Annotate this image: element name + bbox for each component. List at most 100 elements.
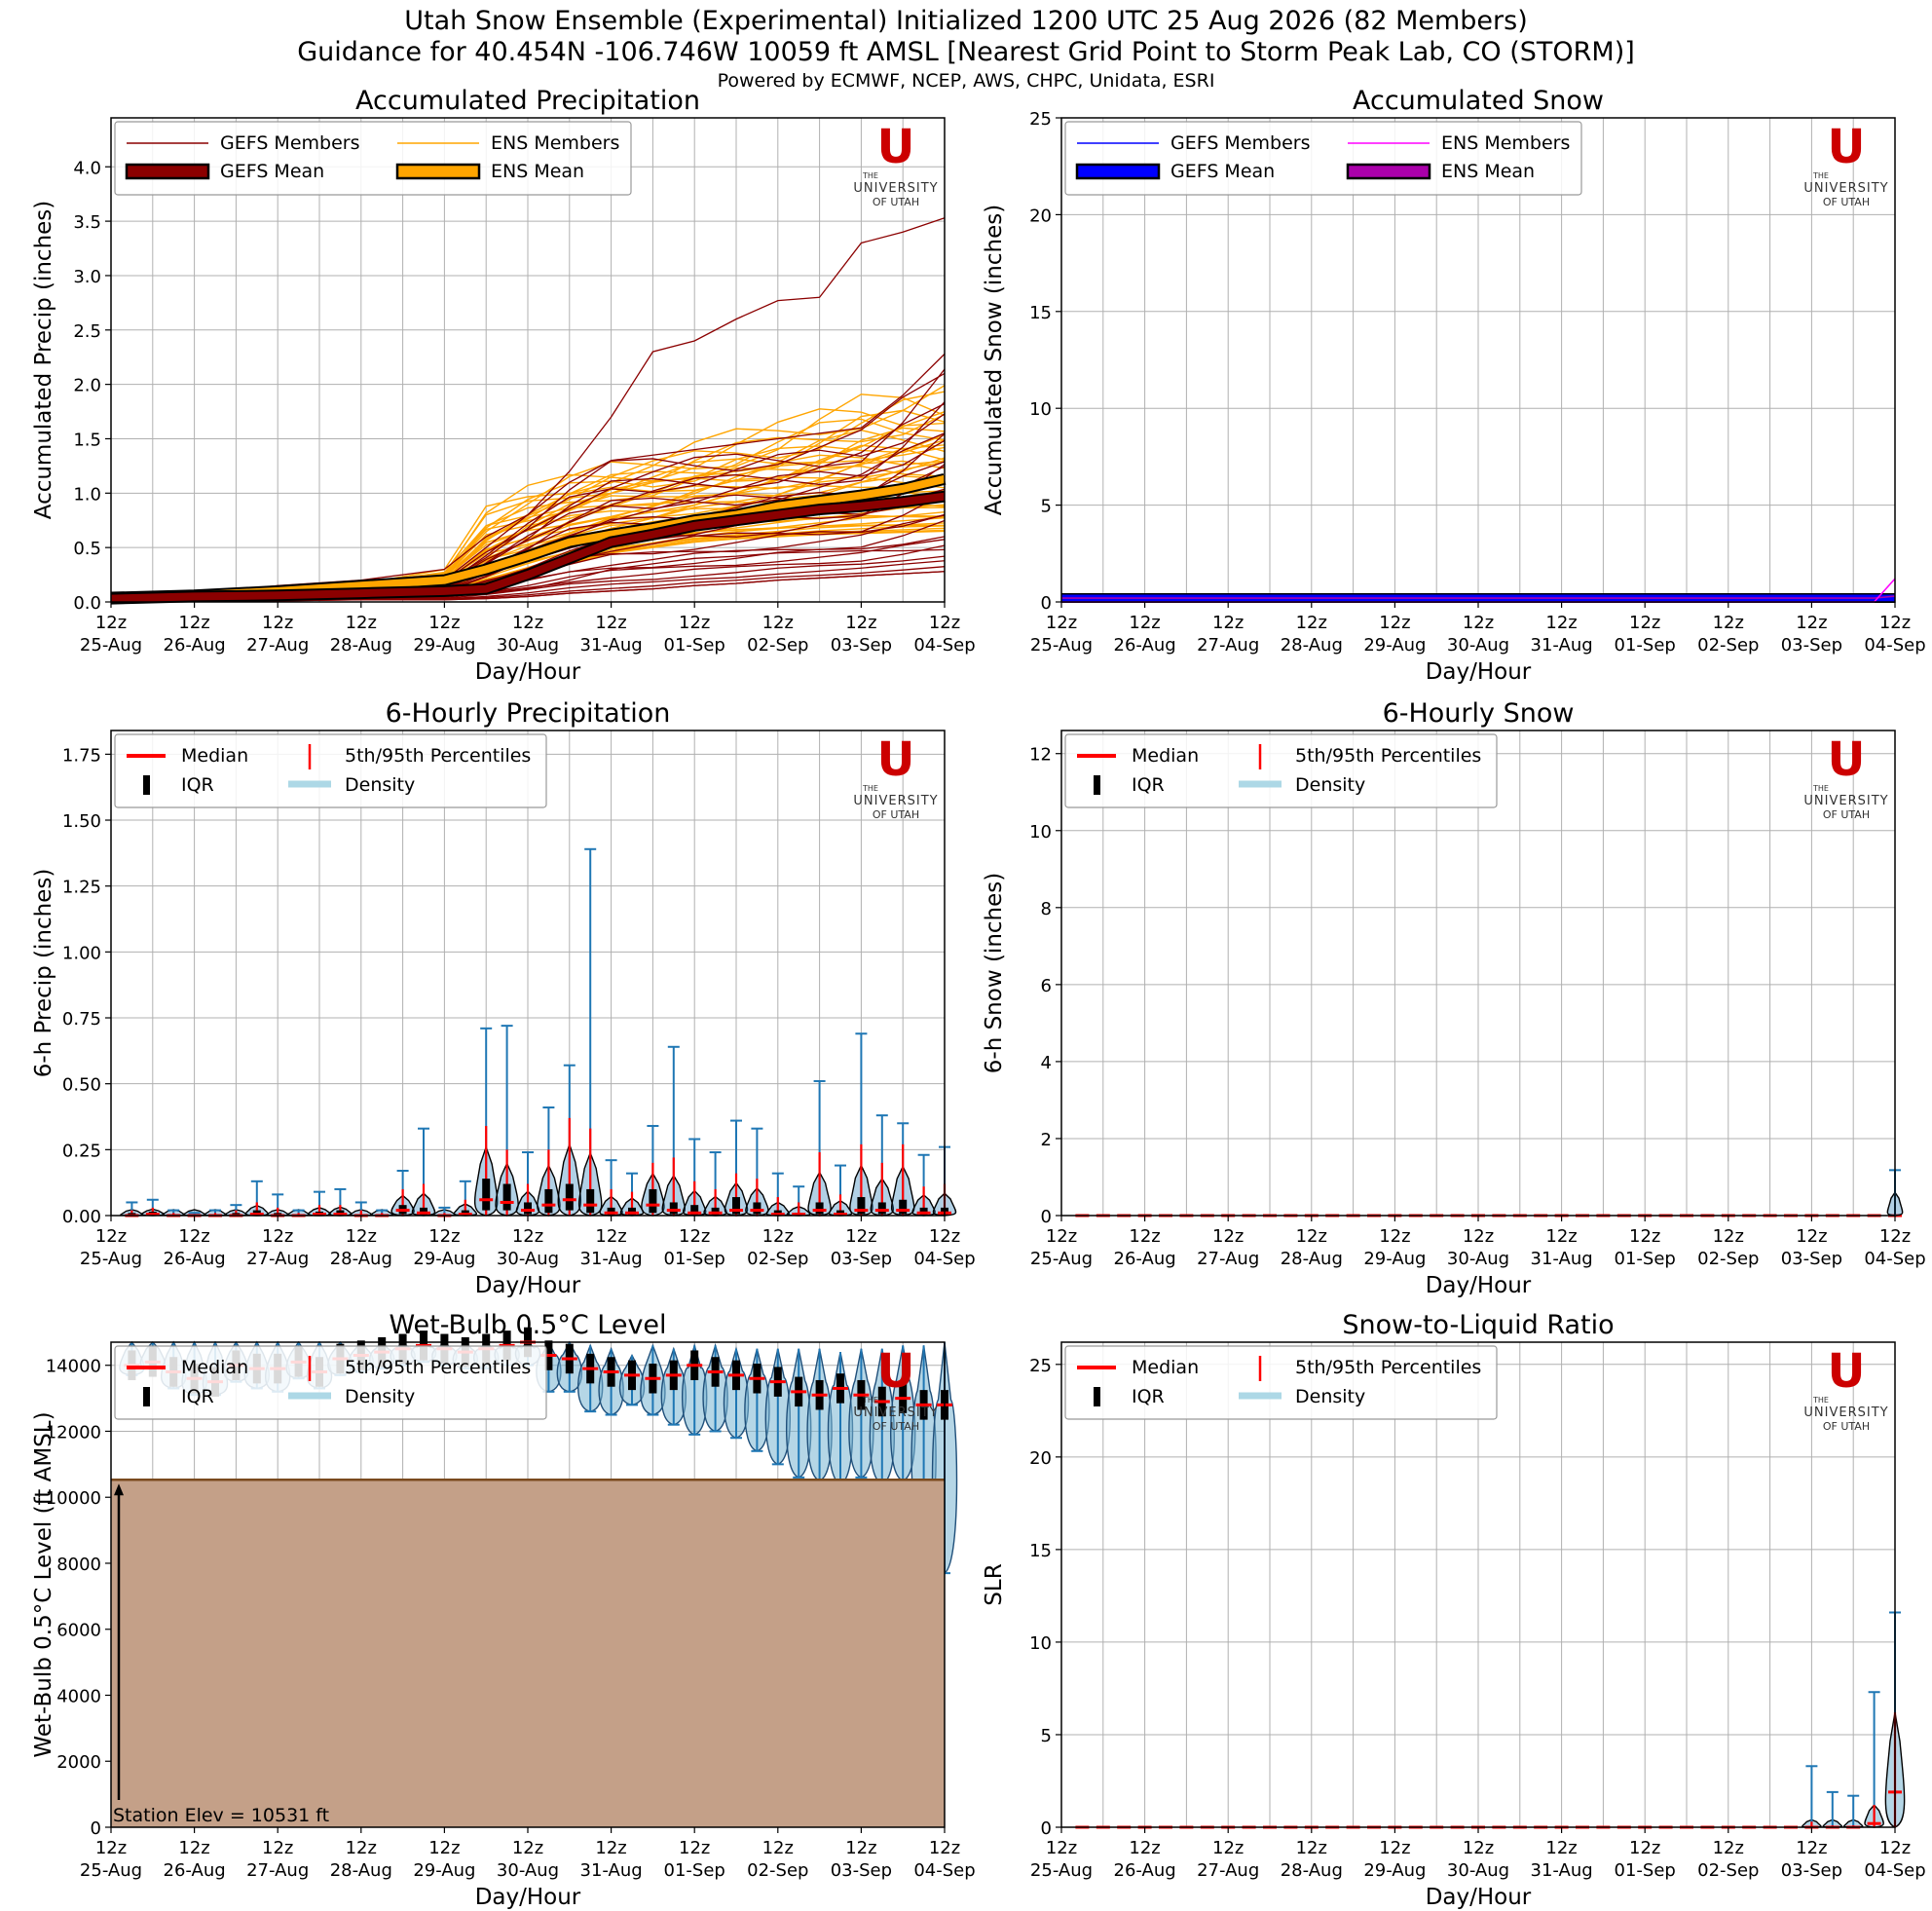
x-tick-label-day: 29-Aug xyxy=(1363,1249,1426,1269)
legend-swatch xyxy=(125,163,210,180)
x-tick-label-hour: 12z xyxy=(428,613,460,633)
x-tick-label-hour: 12z xyxy=(679,613,710,633)
y-tick-label: 5 xyxy=(1041,497,1052,517)
x-tick-label-day: 29-Aug xyxy=(413,635,475,656)
x-tick-label-hour: 12z xyxy=(595,1838,626,1858)
x-axis-label: Day/Hour xyxy=(1426,1885,1532,1910)
x-tick-label-day: 27-Aug xyxy=(1197,1860,1259,1881)
y-tick-label: 6000 xyxy=(56,1621,101,1641)
x-tick-label-hour: 12z xyxy=(1129,613,1160,633)
logo-letter: U xyxy=(877,1344,915,1399)
y-axis-label: Accumulated Snow (inches) xyxy=(982,205,1007,515)
legend-label: ENS Members xyxy=(491,132,619,154)
figure-title-line1: Utah Snow Ensemble (Experimental) Initia… xyxy=(404,6,1528,36)
logo-line1: THE xyxy=(862,1396,878,1405)
logo-line1: THE xyxy=(1812,171,1829,180)
iqr-box xyxy=(669,1202,678,1215)
x-tick-label-hour: 12z xyxy=(679,1838,710,1858)
x-tick-label-hour: 12z xyxy=(1629,1226,1660,1247)
y-tick-label: 2 xyxy=(1041,1130,1052,1150)
legend-label: 5th/95th Percentiles xyxy=(1295,745,1481,767)
x-tick-label-hour: 12z xyxy=(1713,1838,1744,1858)
gefs-mean-line xyxy=(110,492,946,603)
y-tick-label: 1.0 xyxy=(73,484,101,505)
violins xyxy=(120,847,957,1218)
x-tick-label-day: 02-Sep xyxy=(747,635,808,656)
x-tick-label-day: 30-Aug xyxy=(497,1860,559,1881)
logo-line2: UNIVERSITY xyxy=(853,181,938,196)
x-tick-label-hour: 12z xyxy=(95,613,127,633)
x-tick-label-hour: 12z xyxy=(845,613,876,633)
x-tick-label-day: 04-Sep xyxy=(913,1249,975,1269)
y-tick-label: 4.0 xyxy=(73,158,101,178)
y-tick-label: 10000 xyxy=(46,1488,101,1509)
x-tick-label-day: 01-Sep xyxy=(1615,635,1676,656)
x-tick-label-hour: 12z xyxy=(679,1226,710,1247)
panel-slr: 051015202512z25-Aug12z26-Aug12z27-Aug12z… xyxy=(982,1310,1926,1910)
panel-title: Accumulated Snow xyxy=(1353,86,1604,116)
x-tick-label-day: 31-Aug xyxy=(1531,1249,1593,1269)
x-tick-label-day: 29-Aug xyxy=(413,1249,475,1269)
y-tick-label: 0.75 xyxy=(62,1009,101,1030)
x-tick-label-hour: 12z xyxy=(1463,1838,1494,1858)
x-tick-label-day: 30-Aug xyxy=(497,1249,559,1269)
legend-box xyxy=(1064,733,1498,808)
x-tick-label-day: 28-Aug xyxy=(1281,1249,1343,1269)
x-tick-label-day: 02-Sep xyxy=(1697,635,1759,656)
iqr-box xyxy=(815,1202,824,1215)
y-axis-label: Accumulated Precip (inches) xyxy=(31,201,56,520)
x-tick-label-day: 26-Aug xyxy=(1114,635,1176,656)
legend-label: GEFS Members xyxy=(220,132,359,154)
x-tick-label-hour: 12z xyxy=(95,1226,127,1247)
x-tick-label-hour: 12z xyxy=(1545,1838,1577,1858)
legend-label: 5th/95th Percentiles xyxy=(345,745,531,767)
x-tick-label-hour: 12z xyxy=(178,1838,209,1858)
x-tick-label-day: 26-Aug xyxy=(164,635,226,656)
logo-line2: UNIVERSITY xyxy=(1803,181,1888,196)
y-tick-label: 1.5 xyxy=(73,430,101,450)
legend: Median 5th/95th Percentiles IQR Density xyxy=(1064,1345,1498,1420)
panel-wet_bulb: Station Elev = 10531 ft 0 2000 4000 6000 8000… xyxy=(31,1310,976,1910)
x-tick-label-day: 03-Sep xyxy=(1781,1249,1842,1269)
x-tick-label-hour: 12z xyxy=(929,1226,960,1247)
x-tick-label-day: 02-Sep xyxy=(747,1860,808,1881)
x-tick-label-hour: 12z xyxy=(845,1226,876,1247)
legend-label: ENS Mean xyxy=(491,161,584,182)
logo-letter: U xyxy=(877,120,915,174)
y-tick-label: 3.5 xyxy=(73,212,101,233)
iqr-box xyxy=(877,1202,886,1215)
x-tick-label-day: 30-Aug xyxy=(1447,1249,1509,1269)
x-tick-label-day: 01-Sep xyxy=(664,1249,725,1269)
legend-swatch-iqr xyxy=(143,775,150,795)
x-tick-label-hour: 12z xyxy=(762,1838,794,1858)
x-tick-label-day: 25-Aug xyxy=(80,1249,142,1269)
y-tick-label: 8 xyxy=(1041,899,1052,919)
x-tick-label-hour: 12z xyxy=(346,613,377,633)
y-tick-label: 12000 xyxy=(46,1422,101,1443)
legend-label: Density xyxy=(1295,1386,1365,1407)
x-tick-label-day: 31-Aug xyxy=(1531,635,1593,656)
x-tick-label-day: 27-Aug xyxy=(1197,1249,1259,1269)
x-tick-label-hour: 12z xyxy=(1879,613,1911,633)
x-tick-label-hour: 12z xyxy=(1879,1226,1911,1247)
x-tick-label-hour: 12z xyxy=(1129,1226,1160,1247)
panel-title: 6-Hourly Snow xyxy=(1383,698,1575,729)
y-tick-label: 0 xyxy=(1041,1207,1052,1227)
logo-line3: OF UTAH xyxy=(873,808,919,821)
x-tick-label-hour: 12z xyxy=(1796,1226,1827,1247)
logo-line1: THE xyxy=(862,784,878,793)
x-tick-label-hour: 12z xyxy=(929,613,960,633)
x-tick-label-hour: 12z xyxy=(1046,1838,1077,1858)
x-tick-label-day: 29-Aug xyxy=(413,1860,475,1881)
x-tick-label-day: 04-Sep xyxy=(1864,635,1925,656)
x-tick-label-day: 25-Aug xyxy=(1030,1860,1093,1881)
logo-line3: OF UTAH xyxy=(873,1420,919,1433)
legend-label: Median xyxy=(181,1357,248,1378)
x-tick-label-day: 03-Sep xyxy=(1781,1860,1842,1881)
gefs-member-line xyxy=(110,571,946,603)
logo-letter: U xyxy=(877,732,915,787)
x-tick-label-hour: 12z xyxy=(1046,613,1077,633)
x-tick-label-hour: 12z xyxy=(1046,1226,1077,1247)
